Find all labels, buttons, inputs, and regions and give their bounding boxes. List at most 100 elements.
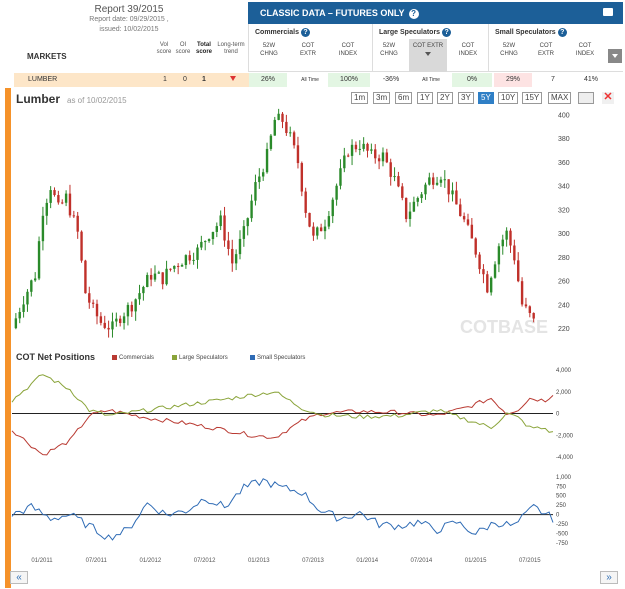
candle-body: [261, 172, 265, 177]
candle-body: [219, 215, 222, 227]
candle-body: [354, 144, 358, 150]
banner-title: CLASSIC DATA – FUTURES ONLY: [260, 8, 405, 18]
help-icon[interactable]: ?: [557, 28, 567, 37]
scroll-down-button[interactable]: [608, 49, 622, 63]
watermark-cotbase: COTBASE: [460, 317, 548, 337]
small-index-header[interactable]: COT INDEX: [575, 43, 595, 57]
price-tick-label: 360: [558, 160, 570, 167]
candle-body: [153, 273, 157, 280]
comm-extr-header[interactable]: COT EXTR: [299, 43, 316, 57]
help-icon[interactable]: ?: [408, 9, 419, 19]
market-name[interactable]: LUMBER: [28, 76, 58, 83]
timeframe-3m[interactable]: 3m: [373, 92, 391, 104]
candle-body: [207, 239, 211, 242]
market-row-lumber[interactable]: LUMBER 1 0 1 26% All Time 100% -36% All …: [6, 73, 624, 87]
total-score-header: Total score: [195, 42, 212, 55]
print-icon[interactable]: [603, 8, 613, 16]
vol-score: 1: [163, 76, 167, 83]
large-52w-header[interactable]: 52W CHNG: [380, 43, 398, 57]
timeframe-2y[interactable]: 2Y: [437, 92, 453, 104]
x-tick-label: 07/2013: [302, 558, 324, 564]
candle-body: [68, 193, 72, 216]
candle-body: [95, 303, 99, 317]
candle-body: [455, 190, 458, 205]
candle-body: [401, 186, 404, 198]
large-index-header[interactable]: COT INDEX: [458, 43, 478, 57]
candle-body: [462, 216, 466, 220]
candle-body: [234, 254, 238, 264]
candle-body: [389, 162, 392, 177]
help-icon[interactable]: ?: [300, 28, 310, 37]
timeframe-5y[interactable]: 5Y: [478, 92, 494, 104]
candle-body: [176, 265, 180, 267]
timeframe-1m[interactable]: 1m: [351, 92, 369, 104]
candle-body: [223, 215, 226, 241]
candle-body: [528, 306, 532, 313]
legend-large-speculators: Large Speculators: [172, 355, 228, 361]
group-large-speculators: Large Speculators? 52W CHNG COT EXTR COT…: [372, 24, 488, 72]
small-cot-index: 41%: [583, 76, 598, 83]
x-tick-label: 07/2012: [194, 558, 216, 564]
candle-body: [300, 163, 304, 192]
close-icon[interactable]: ✕: [602, 91, 614, 104]
timeframe-10y[interactable]: 10Y: [498, 92, 519, 104]
small-tick-label: -750: [556, 541, 569, 547]
candle-body: [265, 148, 269, 173]
x-tick-label: 01/2012: [140, 558, 162, 564]
x-tick-label: 07/2014: [411, 558, 433, 564]
candle-body: [281, 113, 284, 122]
candle-body: [107, 327, 110, 330]
candle-body: [61, 202, 64, 204]
small-52w-header[interactable]: 52W CHNG: [500, 43, 518, 57]
price-tick-label: 340: [558, 184, 570, 191]
candle-body: [493, 264, 497, 278]
candle-body: [478, 254, 481, 270]
candle-body: [489, 277, 493, 293]
small-extr-header[interactable]: COT EXTR: [537, 43, 554, 57]
candle-body: [72, 215, 76, 217]
timeframe-15y[interactable]: 15Y: [522, 92, 543, 104]
x-tick-label: 01/2014: [356, 558, 378, 564]
timeframe-max[interactable]: MAX: [548, 92, 572, 104]
price-tick-label: 300: [558, 231, 570, 238]
x-tick-label: 07/2011: [86, 558, 108, 564]
candle-body: [258, 176, 261, 183]
cot-title: COT Net Positions: [16, 352, 96, 362]
timeframe-6m[interactable]: 6m: [395, 92, 413, 104]
large-cot-extr: All Time: [422, 77, 440, 83]
chart-print-icon[interactable]: [578, 92, 594, 104]
candle-body: [362, 143, 365, 149]
cot-tick-label: 0: [556, 412, 560, 418]
prev-button[interactable]: «: [10, 571, 28, 584]
candle-body: [296, 145, 300, 164]
candle-body: [196, 247, 199, 260]
timeframe-3y[interactable]: 3Y: [458, 92, 474, 104]
candle-body: [14, 318, 18, 329]
candle-body: [432, 177, 435, 185]
timeframe-1y[interactable]: 1Y: [417, 92, 433, 104]
next-button[interactable]: »: [600, 571, 618, 584]
candle-body: [192, 259, 195, 261]
candle-body: [91, 302, 95, 304]
price-tick-label: 280: [558, 255, 570, 262]
large-extr-header-selected[interactable]: COT EXTR: [409, 39, 447, 72]
candle-body: [204, 241, 207, 243]
candle-body: [130, 304, 133, 312]
group-small-label: Small Speculators: [495, 29, 556, 36]
candle-body: [482, 269, 485, 275]
comm-cot-index: 100%: [328, 73, 370, 87]
comm-52w-header[interactable]: 52W CHNG: [260, 43, 278, 57]
large-extr-label: COT EXTR: [412, 43, 444, 49]
help-icon[interactable]: ?: [442, 28, 452, 37]
candle-body: [366, 143, 369, 151]
candle-body: [292, 132, 296, 146]
small-tick-label: 750: [556, 484, 567, 490]
small-tick-label: 1,000: [556, 475, 572, 481]
small-tick-label: -250: [556, 522, 569, 528]
candle-body: [486, 274, 489, 293]
oi-score-header: OI score: [175, 42, 191, 55]
candle-body: [532, 312, 535, 319]
comm-index-header[interactable]: COT INDEX: [338, 43, 358, 57]
candle-body: [335, 185, 338, 200]
